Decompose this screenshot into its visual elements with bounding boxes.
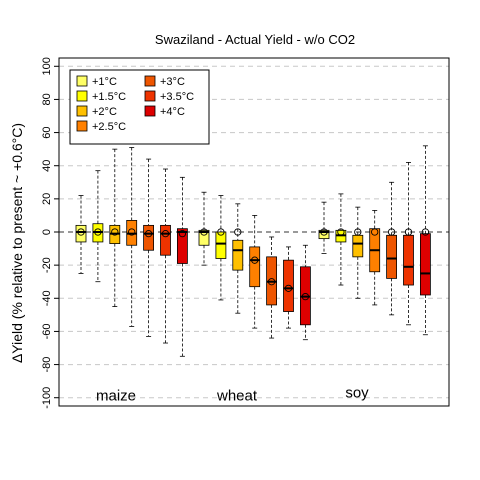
chart-title: Swaziland - Actual Yield - w/o CO2 bbox=[155, 32, 355, 47]
legend-label: +1°C bbox=[92, 76, 117, 88]
box-maize-6 bbox=[177, 177, 187, 356]
legend-label: +2°C bbox=[92, 106, 117, 118]
box-iqr bbox=[420, 234, 430, 295]
legend-swatch bbox=[145, 76, 155, 86]
legend-label: +4°C bbox=[160, 106, 185, 118]
box-iqr bbox=[76, 225, 86, 242]
box-iqr bbox=[144, 225, 154, 250]
box-soy-2 bbox=[353, 207, 363, 298]
box-maize-3 bbox=[127, 147, 137, 326]
box-maize-2 bbox=[110, 149, 120, 306]
legend-item-0: +1°C bbox=[77, 76, 117, 88]
legend-swatch bbox=[77, 121, 87, 131]
box-soy-5 bbox=[404, 162, 414, 324]
box-iqr bbox=[387, 235, 397, 278]
box-wheat-5 bbox=[284, 247, 294, 328]
legend-frame bbox=[70, 70, 209, 144]
y-tick-label: 60 bbox=[41, 126, 53, 138]
y-tick-label: -20 bbox=[41, 257, 53, 273]
y-tick-label: 0 bbox=[41, 229, 53, 235]
y-axis-label: ΔYield (% relative to present ~ +0.6°C) bbox=[9, 123, 25, 363]
legend-item-2: +2°C bbox=[77, 106, 117, 118]
y-tick-label: 80 bbox=[41, 93, 53, 105]
legend-item-6: +4°C bbox=[145, 106, 185, 118]
legend-swatch bbox=[77, 91, 87, 101]
box-iqr bbox=[404, 235, 414, 285]
box-maize-4 bbox=[144, 159, 154, 336]
y-tick-label: 40 bbox=[41, 160, 53, 172]
legend-swatch bbox=[77, 76, 87, 86]
legend-label: +2.5°C bbox=[92, 121, 126, 133]
box-iqr bbox=[353, 235, 363, 257]
box-wheat-4 bbox=[267, 237, 277, 338]
y-tick-label: -40 bbox=[41, 290, 53, 306]
group-label-soy: soy bbox=[345, 384, 369, 401]
boxes bbox=[76, 146, 430, 356]
box-iqr bbox=[250, 247, 260, 287]
box-maize-0 bbox=[76, 196, 86, 274]
box-soy-4 bbox=[387, 182, 397, 315]
legend-label: +1.5°C bbox=[92, 91, 126, 103]
group-labels: maize wheat soy bbox=[96, 384, 369, 404]
box-wheat-6 bbox=[300, 245, 310, 339]
legend-item-4: +3°C bbox=[145, 76, 185, 88]
y-tick-label: 20 bbox=[41, 193, 53, 205]
legend-item-3: +2.5°C bbox=[77, 121, 126, 133]
box-soy-1 bbox=[336, 194, 346, 285]
box-iqr bbox=[216, 232, 226, 259]
box-maize-5 bbox=[161, 169, 171, 343]
box-wheat-0 bbox=[199, 192, 209, 265]
box-iqr bbox=[161, 225, 171, 255]
legend-label: +3.5°C bbox=[160, 91, 194, 103]
box-wheat-2 bbox=[233, 204, 243, 313]
legend-item-1: +1.5°C bbox=[77, 91, 126, 103]
box-soy-0 bbox=[319, 202, 329, 253]
box-soy-3 bbox=[370, 210, 380, 304]
legend-item-5: +3.5°C bbox=[145, 91, 194, 103]
legend-swatch bbox=[145, 106, 155, 116]
legend: +1°C +1.5°C +2°C +2.5°C +3°C +3.5°C +4°C bbox=[70, 70, 209, 144]
box-iqr bbox=[233, 240, 243, 270]
legend-swatch bbox=[145, 91, 155, 101]
box-iqr bbox=[284, 260, 294, 311]
group-label-wheat: wheat bbox=[216, 387, 258, 404]
legend-swatch bbox=[77, 106, 87, 116]
group-label-maize: maize bbox=[96, 387, 136, 404]
y-tick-label: -100 bbox=[41, 387, 53, 409]
y-tick-label: -60 bbox=[41, 323, 53, 339]
legend-label: +3°C bbox=[160, 76, 185, 88]
box-soy-6 bbox=[420, 146, 430, 335]
y-axis: -100 -80 -60 -40 -20 0 20 40 60 80 100 bbox=[41, 57, 59, 409]
y-tick-label: 100 bbox=[41, 57, 53, 75]
box-wheat-1 bbox=[216, 196, 226, 300]
y-tick-label: -80 bbox=[41, 357, 53, 373]
